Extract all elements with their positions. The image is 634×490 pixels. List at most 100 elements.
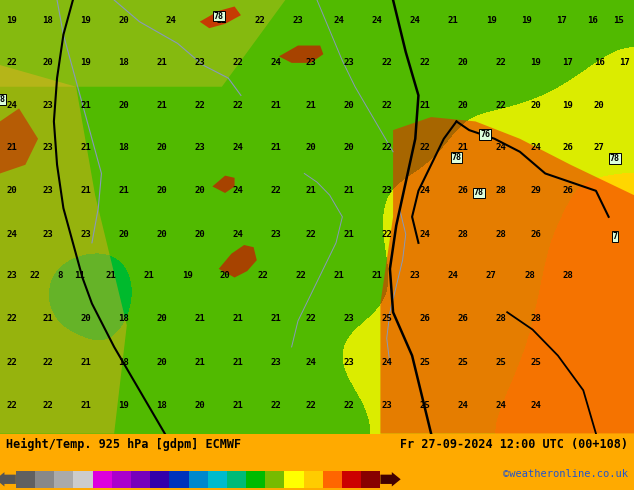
Bar	[361, 471, 380, 488]
Text: 21: 21	[334, 271, 344, 280]
Polygon shape	[0, 65, 127, 434]
Text: 22: 22	[382, 143, 392, 152]
Text: 23: 23	[382, 401, 392, 410]
Text: 21: 21	[306, 101, 316, 110]
Bar	[323, 471, 342, 488]
Bar	[342, 471, 361, 488]
Polygon shape	[212, 175, 235, 193]
Text: 20: 20	[157, 230, 167, 239]
Text: 20: 20	[157, 186, 167, 196]
Text: 19: 19	[182, 271, 192, 280]
Text: 25: 25	[531, 358, 541, 367]
Text: 22: 22	[271, 401, 281, 410]
Text: 23: 23	[344, 358, 354, 367]
Text: 21: 21	[6, 143, 16, 152]
Text: 20: 20	[6, 186, 16, 196]
Text: 22: 22	[258, 271, 268, 280]
Text: 23: 23	[81, 230, 91, 239]
Bar	[55, 471, 74, 488]
Text: 11: 11	[74, 271, 84, 280]
Text: 19: 19	[81, 58, 91, 68]
Text: 24: 24	[166, 16, 176, 25]
Polygon shape	[200, 6, 241, 28]
Text: 19: 19	[531, 58, 541, 68]
Text: 23: 23	[42, 101, 53, 110]
Polygon shape	[0, 0, 285, 87]
Text: 20: 20	[458, 58, 468, 68]
Text: 21: 21	[81, 101, 91, 110]
Text: 16: 16	[588, 16, 598, 25]
Bar	[16, 471, 35, 488]
Bar	[35, 471, 55, 488]
Text: 29: 29	[531, 186, 541, 196]
Text: 20: 20	[594, 101, 604, 110]
Text: 24: 24	[448, 271, 458, 280]
Text: 23: 23	[344, 314, 354, 323]
Text: 20: 20	[220, 271, 230, 280]
Text: 21: 21	[372, 271, 382, 280]
Text: 22: 22	[6, 401, 16, 410]
Text: 78: 78	[474, 189, 484, 197]
Text: 28: 28	[531, 314, 541, 323]
Text: 18: 18	[157, 401, 167, 410]
Bar	[131, 471, 150, 488]
Text: 22: 22	[233, 101, 243, 110]
Text: 24: 24	[531, 143, 541, 152]
Text: 20: 20	[344, 101, 354, 110]
Text: 22: 22	[217, 16, 227, 25]
Text: 22: 22	[30, 271, 40, 280]
Text: 26: 26	[531, 230, 541, 239]
Text: 20: 20	[81, 314, 91, 323]
Text: 25: 25	[458, 358, 468, 367]
Text: 21: 21	[233, 401, 243, 410]
Text: 21: 21	[233, 314, 243, 323]
Text: 19: 19	[562, 101, 573, 110]
Text: 21: 21	[42, 314, 53, 323]
Text: 23: 23	[195, 58, 205, 68]
Text: 26: 26	[458, 186, 468, 196]
Text: 78: 78	[610, 154, 620, 163]
Text: 24: 24	[271, 58, 281, 68]
Text: 21: 21	[81, 401, 91, 410]
Text: 23: 23	[410, 271, 420, 280]
Text: 24: 24	[420, 186, 430, 196]
Text: 24: 24	[233, 186, 243, 196]
Text: 25: 25	[382, 314, 392, 323]
Text: 21: 21	[144, 271, 154, 280]
Text: 21: 21	[157, 58, 167, 68]
Text: 21: 21	[420, 101, 430, 110]
Bar	[74, 471, 93, 488]
Polygon shape	[380, 117, 634, 434]
Text: 18: 18	[119, 143, 129, 152]
Text: 20: 20	[119, 230, 129, 239]
Text: 22: 22	[306, 230, 316, 239]
Text: 22: 22	[382, 58, 392, 68]
Text: 17: 17	[556, 16, 566, 25]
Text: 22: 22	[344, 401, 354, 410]
Text: 78: 78	[451, 153, 462, 162]
Text: 24: 24	[306, 358, 316, 367]
Bar	[227, 471, 246, 488]
Text: 28: 28	[562, 271, 573, 280]
Text: 18: 18	[42, 16, 53, 25]
Text: 23: 23	[344, 58, 354, 68]
Text: 78: 78	[0, 95, 5, 104]
Polygon shape	[279, 46, 323, 63]
Text: 21: 21	[344, 186, 354, 196]
Text: 24: 24	[458, 401, 468, 410]
Text: 21: 21	[81, 186, 91, 196]
Text: 22: 22	[42, 401, 53, 410]
Text: 22: 22	[496, 58, 506, 68]
Text: 21: 21	[81, 143, 91, 152]
Text: 21: 21	[344, 230, 354, 239]
Text: 21: 21	[157, 101, 167, 110]
Text: 24: 24	[6, 101, 16, 110]
Text: 20: 20	[531, 101, 541, 110]
Text: Height/Temp. 925 hPa [gdpm] ECMWF: Height/Temp. 925 hPa [gdpm] ECMWF	[6, 438, 242, 451]
Text: 20: 20	[157, 358, 167, 367]
Text: 22: 22	[382, 101, 392, 110]
Text: 26: 26	[458, 314, 468, 323]
Text: 17: 17	[562, 58, 573, 68]
Text: 27: 27	[594, 143, 604, 152]
Bar	[208, 471, 227, 488]
